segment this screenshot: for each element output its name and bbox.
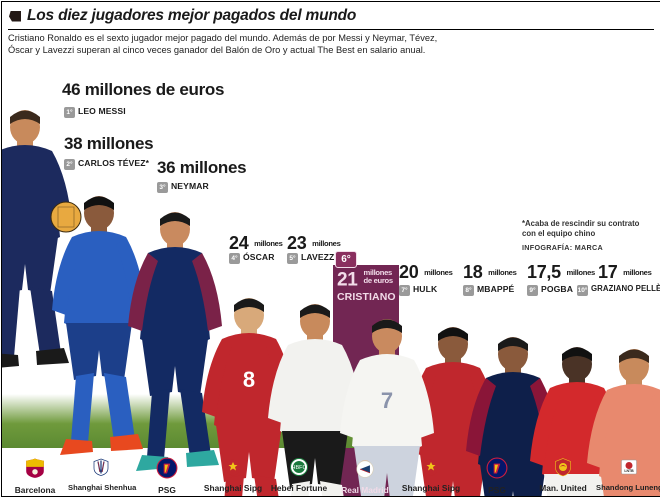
svg-text:LNTB: LNTB — [624, 469, 634, 473]
svg-text:HBFC: HBFC — [292, 465, 307, 471]
svg-text:8: 8 — [243, 367, 255, 392]
svg-text:7: 7 — [381, 388, 393, 413]
